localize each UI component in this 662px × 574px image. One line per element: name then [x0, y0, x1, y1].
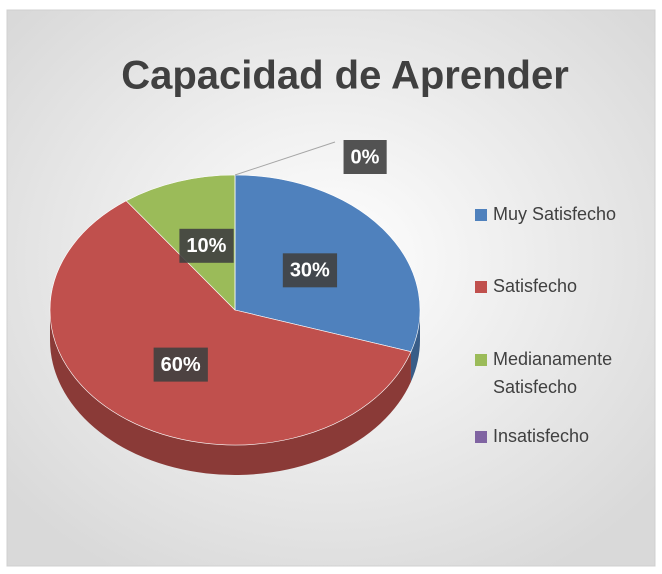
data-label-text: 10%	[186, 235, 226, 257]
data-label: 30%	[282, 253, 338, 288]
data-label-box	[282, 253, 338, 288]
data-label-text: 60%	[161, 354, 201, 376]
data-label-text: 30%	[290, 260, 330, 282]
slice-side	[50, 310, 411, 475]
legend-swatch	[475, 431, 487, 443]
legend-label: Satisfecho	[493, 276, 577, 296]
slice	[49, 200, 412, 446]
legend-label: Muy Satisfecho	[493, 204, 616, 224]
data-label-text: 0%	[351, 146, 380, 168]
data-label-box	[153, 347, 208, 382]
legend-swatch	[475, 354, 487, 366]
legend-label: Medianamente Satisfecho	[493, 349, 612, 397]
data-label: 10%	[179, 228, 234, 263]
data-label: 60%	[153, 347, 208, 382]
data-label-box	[179, 228, 234, 263]
data-label: 0%	[343, 140, 387, 174]
leader-line	[234, 141, 336, 176]
chart-title: Capacidad de Aprender	[121, 54, 569, 98]
slice-side	[410, 310, 420, 382]
legend-swatch	[475, 209, 487, 221]
legend-label: Insatisfecho	[493, 426, 589, 446]
legend-swatch	[475, 281, 487, 293]
data-label-box	[343, 140, 387, 174]
